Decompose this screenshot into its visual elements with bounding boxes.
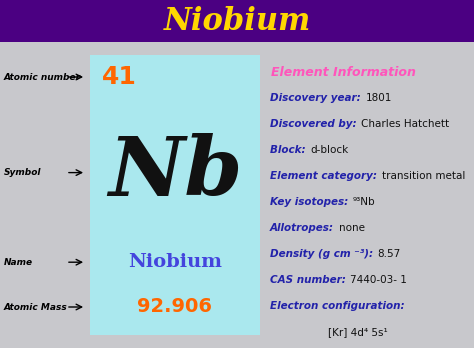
Text: Charles Hatchett: Charles Hatchett — [361, 119, 449, 129]
Text: [Kr] 4d⁴ 5s¹: [Kr] 4d⁴ 5s¹ — [328, 327, 388, 337]
Text: Allotropes:: Allotropes: — [270, 223, 337, 233]
Text: 41: 41 — [102, 65, 137, 89]
Bar — [0, 0, 474, 42]
Text: ⁹³Nb: ⁹³Nb — [353, 197, 375, 207]
Bar — [90, 55, 260, 335]
Text: Niobium: Niobium — [128, 253, 222, 271]
Text: Name: Name — [4, 258, 33, 267]
Text: Atomic number: Atomic number — [4, 72, 81, 81]
Text: 92.906: 92.906 — [137, 298, 212, 316]
Text: none: none — [338, 223, 365, 233]
Text: Element category:: Element category: — [270, 171, 381, 181]
Text: Key isotopes:: Key isotopes: — [270, 197, 352, 207]
Text: Atomic Mass: Atomic Mass — [4, 302, 68, 311]
Text: Discovered by:: Discovered by: — [270, 119, 360, 129]
Text: Block:: Block: — [270, 145, 309, 155]
Text: Discovery year:: Discovery year: — [270, 93, 365, 103]
Text: transition metal: transition metal — [382, 171, 465, 181]
Text: Niobium: Niobium — [164, 6, 310, 37]
Text: d-block: d-block — [310, 145, 348, 155]
Text: 8.57: 8.57 — [378, 249, 401, 259]
Text: Element Information: Element Information — [271, 65, 415, 79]
Text: Density (g cm ⁻³):: Density (g cm ⁻³): — [270, 249, 377, 259]
Text: 1801: 1801 — [365, 93, 392, 103]
Text: Electron configuration:: Electron configuration: — [270, 301, 408, 311]
Text: CAS number:: CAS number: — [270, 275, 349, 285]
Text: Nb: Nb — [108, 133, 242, 213]
Text: Symbol: Symbol — [4, 168, 42, 177]
Text: 7440-03- 1: 7440-03- 1 — [350, 275, 407, 285]
